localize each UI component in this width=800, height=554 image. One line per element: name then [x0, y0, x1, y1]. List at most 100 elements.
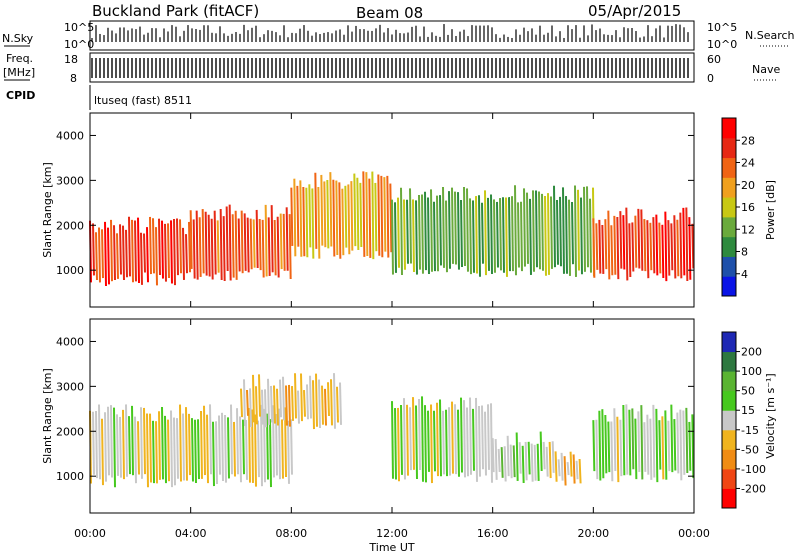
nsky-label: N.Sky [2, 32, 34, 45]
power-region-0-stripe [140, 232, 143, 285]
power-region-1-stripe [219, 208, 223, 281]
power-region-1-stripe [198, 217, 202, 277]
velocity-region-0-stripe [245, 419, 248, 480]
power-region-1-stripe [279, 213, 283, 270]
power-region-0-stripe [98, 227, 101, 283]
velocity-region-5-stripe [625, 404, 629, 475]
power-region-1-stripe [201, 209, 205, 274]
velocity-colorbar-frame [721, 331, 737, 509]
velocity-region-1-stripe [246, 389, 249, 416]
velocity-region-3-stripe [527, 441, 531, 475]
freq-trace [91, 58, 689, 78]
velocity-region-0-stripe [272, 405, 275, 478]
velocity-region-2-stripe [466, 407, 469, 477]
velocity-region-1-stripe [252, 374, 255, 423]
power-colorbar-segment [722, 276, 736, 297]
power-region-3-stripe [514, 185, 517, 276]
velocity-region-3-stripe [521, 445, 525, 484]
velocity-colorbar-segment [722, 468, 736, 489]
power-region-3-stripe [532, 190, 535, 272]
power-region-1-stripe [276, 216, 280, 278]
power-region-1-stripe [222, 216, 226, 282]
velocity-region-0-stripe [224, 414, 227, 483]
velocity-region-0-stripe [230, 404, 233, 475]
power-region-3-stripe [490, 194, 493, 275]
power-ytick-label: 4000 [56, 129, 84, 142]
velocity-region-2-stripe [415, 405, 418, 479]
velocity-region-4-stripe [578, 458, 582, 484]
noise-trace [91, 24, 689, 42]
velocity-region-5-stripe [631, 408, 635, 470]
velocity-region-0-stripe [218, 415, 221, 475]
velocity-region-5-stripe [640, 405, 644, 480]
velocity-region-2-stripe [427, 410, 430, 472]
power-region-2-stripe [389, 183, 393, 253]
velocity-region-2-stripe [397, 407, 400, 482]
velocity-region-2-stripe [442, 410, 445, 475]
velocity-region-0-stripe [197, 419, 200, 480]
power-region-0-stripe [107, 227, 110, 285]
velocity-colorbar-tick-label: -200 [741, 482, 766, 495]
power-region-1-stripe [213, 210, 217, 275]
power-region-4-stripe [685, 207, 689, 282]
velocity-region-4-stripe [575, 460, 579, 480]
velocity-region-1-stripe [327, 382, 330, 417]
power-colorbar-tick-label: 20 [741, 179, 755, 192]
power-region-3-stripe [415, 200, 418, 275]
velocity-region-2-stripe [421, 396, 424, 482]
velocity-region-3-stripe [515, 432, 519, 481]
velocity-region-5-stripe [658, 420, 662, 470]
power-region-0-stripe [164, 223, 167, 282]
power-colorbar: 4 8 12 16 20 24 28 [721, 117, 755, 297]
power-region-1-stripe [228, 204, 232, 281]
power-region-1-stripe [246, 217, 250, 273]
power-region-0-stripe [167, 223, 170, 279]
power-region-3-stripe [475, 196, 478, 274]
power-region-0-stripe [179, 219, 182, 274]
freq-tick-top: 18 [64, 53, 78, 66]
velocity-region-0-stripe [248, 408, 251, 483]
power-region-0-stripe [182, 227, 185, 280]
freq-tick-bottom: 8 [70, 72, 77, 85]
power-region-3-stripe [526, 192, 529, 264]
power-region-2-stripe [305, 187, 309, 258]
velocity-region-0-stripe [182, 413, 185, 481]
power-region-3-stripe [586, 186, 589, 268]
velocity-y-axis-label: Slant Range [km] [41, 368, 54, 464]
velocity-region-2-stripe [472, 408, 475, 471]
velocity-region-3-stripe [509, 444, 513, 479]
power-region-3-stripe [484, 190, 487, 276]
power-region-4-stripe [640, 209, 644, 271]
velocity-region-2-stripe [460, 397, 463, 473]
velocity-region-2-stripe [439, 399, 442, 477]
velocity-region-2-stripe [451, 401, 454, 474]
power-region-1-stripe [231, 214, 235, 278]
velocity-region-1-stripe [276, 388, 279, 426]
velocity-region-5-stripe [682, 410, 686, 475]
power-region-3-stripe [535, 190, 538, 268]
velocity-colorbar-segment [722, 449, 736, 470]
velocity-region-0-stripe [206, 414, 209, 484]
power-region-3-stripe [442, 186, 445, 268]
power-region-2-stripe [335, 180, 339, 256]
noise-panel-frame [89, 20, 695, 51]
velocity-region-5-stripe [619, 419, 623, 477]
velocity-region-0-stripe [137, 421, 140, 475]
power-region-4-stripe [607, 210, 611, 280]
power-region-4-stripe [673, 215, 677, 279]
velocity-region-1-stripe [270, 385, 273, 423]
power-region-3-stripe [583, 186, 586, 272]
power-region-1-stripe [252, 219, 256, 268]
power-region-0-stripe [149, 216, 152, 275]
power-region-2-stripe [320, 174, 324, 246]
velocity-region-3-stripe [491, 438, 495, 473]
velocity-region-2-stripe [433, 410, 436, 472]
power-region-3-stripe [505, 197, 508, 277]
power-region-3-stripe [562, 187, 565, 274]
power-region-4-stripe [652, 217, 656, 274]
velocity-region-1-stripe [312, 380, 315, 430]
velocity-region-3-stripe [551, 441, 555, 473]
power-region-2-stripe [332, 179, 336, 257]
velocity-region-0-stripe [215, 421, 218, 484]
